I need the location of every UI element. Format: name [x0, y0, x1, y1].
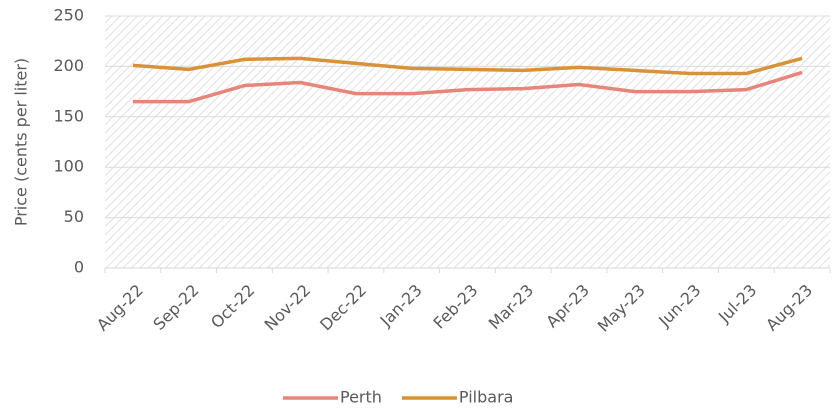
y-tick-label: 0 — [74, 258, 84, 277]
y-tick-label: 100 — [53, 157, 84, 176]
x-tick-label: Dec-22 — [316, 281, 370, 335]
x-tick-label: Jan-23 — [376, 281, 426, 331]
legend-label: Perth — [340, 388, 382, 407]
plot-background — [105, 16, 830, 268]
line-series — [132, 56, 803, 76]
y-tick-label: 50 — [64, 207, 84, 226]
x-tick-label: Mar-23 — [485, 281, 538, 334]
x-tick-label: Sep-22 — [149, 281, 202, 334]
x-tick-label: Aug-23 — [762, 281, 816, 335]
line-series — [132, 70, 803, 104]
x-tick-label: Apr-23 — [542, 281, 593, 332]
legend-label: Pilbara — [459, 388, 514, 407]
y-axis-label: Price (cents per liter) — [12, 58, 31, 226]
y-tick-label: 200 — [53, 56, 84, 75]
x-tick-label: Jul-23 — [714, 281, 760, 327]
y-tick-label: 250 — [53, 6, 84, 25]
x-tick-label: Jun-23 — [654, 281, 704, 331]
x-tick-label: Nov-22 — [261, 281, 315, 335]
x-tick-label: Oct-22 — [207, 281, 258, 332]
x-tick-label: Feb-23 — [430, 281, 482, 333]
x-tick-label: Aug-22 — [93, 281, 147, 335]
x-tick-label: May-23 — [594, 281, 649, 336]
y-tick-label: 150 — [53, 106, 84, 125]
